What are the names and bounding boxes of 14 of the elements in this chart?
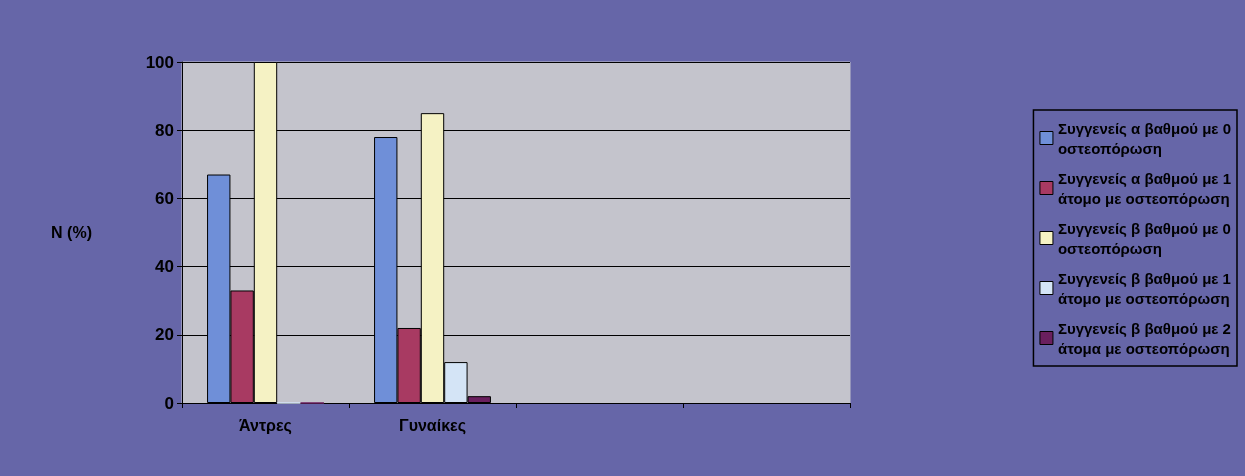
y-tick-label: 100	[145, 52, 174, 72]
y-tick-label: 20	[155, 325, 174, 345]
y-tick-label: 0	[164, 393, 174, 413]
y-axis-title: N (%)	[51, 224, 92, 241]
y-tick-label: 40	[155, 257, 174, 277]
legend-label: Συγγενείς α βαθμού με 0 οστεοπόρωση	[1057, 119, 1232, 157]
y-tick-label: 60	[155, 188, 174, 208]
x-tick-label: Άντρες	[239, 416, 292, 435]
y-tick-label: 80	[155, 120, 174, 140]
legend-label: Συγγενείς β βαθμού με 0 οστεοπόρωση	[1057, 219, 1231, 257]
legend-label: Συγγενείς β βαθμού με 1 άτομο με οστεοπόρωση	[1057, 269, 1231, 307]
legend-label: Συγγενείς β βαθμού με 2 άτομα με οστεοπόρωση	[1057, 319, 1231, 357]
x-tick-label: Γυναίκες	[399, 416, 466, 435]
legend-label: Συγγενείς α βαθμού με 1 άτομο με οστεοπόρωση	[1057, 169, 1232, 207]
